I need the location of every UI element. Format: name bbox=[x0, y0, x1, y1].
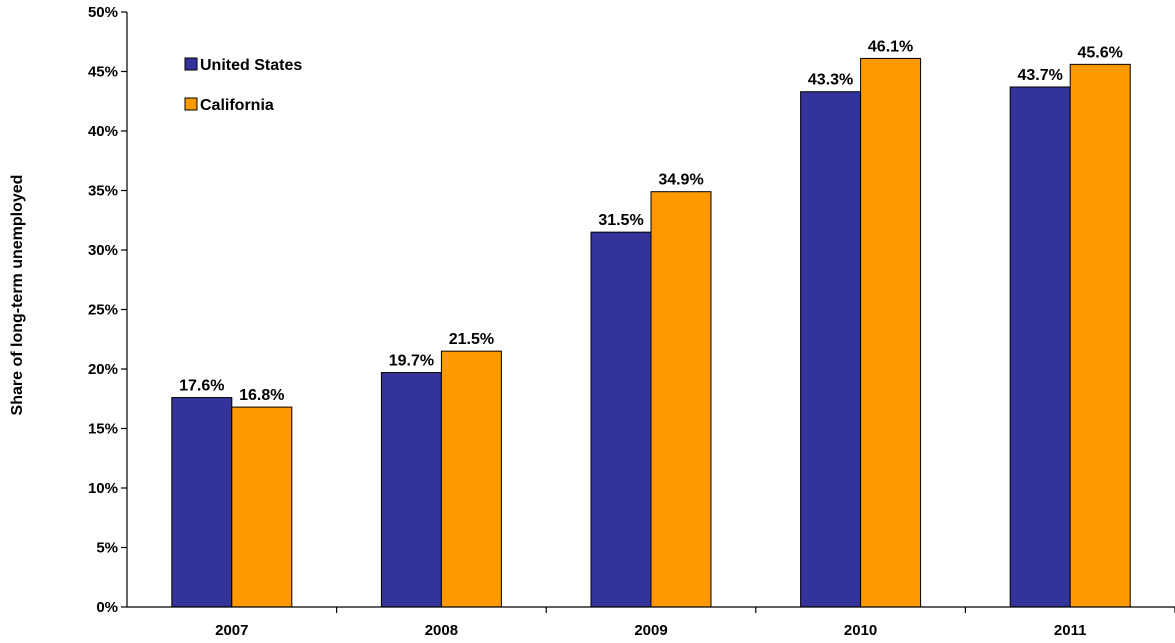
bar-california bbox=[1069, 63, 1131, 608]
y-axis-title: Share of long-term unemployed bbox=[9, 175, 26, 416]
y-tick-label: 35% bbox=[88, 183, 118, 200]
y-tick-label: 0% bbox=[96, 599, 118, 616]
x-tick-label: 2011 bbox=[1054, 622, 1087, 639]
y-tick-label: 40% bbox=[88, 123, 118, 140]
data-label: 31.5% bbox=[598, 212, 643, 229]
bar-united-states bbox=[171, 397, 233, 608]
data-label: 19.7% bbox=[389, 353, 434, 370]
y-tick-label: 45% bbox=[88, 64, 118, 81]
y-tick-label: 30% bbox=[88, 242, 118, 259]
bar-california bbox=[860, 57, 922, 608]
y-tick-label: 10% bbox=[88, 480, 118, 497]
y-tick-label: 5% bbox=[96, 540, 118, 557]
y-tick-label: 50% bbox=[88, 4, 118, 21]
data-label: 43.7% bbox=[1018, 67, 1063, 84]
data-label: 45.6% bbox=[1078, 44, 1123, 61]
x-tick-label: 2009 bbox=[634, 622, 667, 639]
y-axis-ticks: 0% 5% 10% 15% 20% 25% 30% 35% 40% 45% 50% bbox=[88, 4, 127, 616]
data-label: 16.8% bbox=[239, 387, 284, 404]
bar-united-states bbox=[590, 231, 652, 608]
x-tick-label: 2008 bbox=[425, 622, 458, 639]
y-tick-label: 15% bbox=[88, 421, 118, 438]
legend-swatch bbox=[184, 97, 198, 111]
data-label: 46.1% bbox=[868, 38, 913, 55]
x-tick-label: 2007 bbox=[215, 622, 248, 639]
legend-label: California bbox=[200, 97, 274, 114]
legend-label: United States bbox=[200, 57, 302, 74]
x-tick-label: 2010 bbox=[844, 622, 877, 639]
data-label: 43.3% bbox=[808, 72, 853, 89]
bar-series: 17.6% 16.8% 19.7% 21.5% 31.5% 34.9% 43.3% 46.1%… bbox=[171, 38, 1131, 608]
bar-california bbox=[440, 350, 502, 608]
legend-swatch bbox=[184, 57, 198, 71]
bar-united-states bbox=[800, 91, 862, 608]
y-tick-label: 25% bbox=[88, 302, 118, 319]
bar-california bbox=[231, 406, 293, 608]
bar-united-states bbox=[380, 372, 442, 608]
data-label: 17.6% bbox=[179, 378, 224, 395]
x-axis-labels: 2007 2008 2009 2010 2011 bbox=[215, 607, 1175, 639]
y-tick-label: 20% bbox=[88, 361, 118, 378]
bar-california bbox=[650, 191, 712, 608]
bar-united-states bbox=[1009, 86, 1071, 608]
data-label: 34.9% bbox=[658, 172, 703, 189]
data-label: 21.5% bbox=[449, 331, 494, 348]
legend: United States California bbox=[184, 57, 302, 114]
